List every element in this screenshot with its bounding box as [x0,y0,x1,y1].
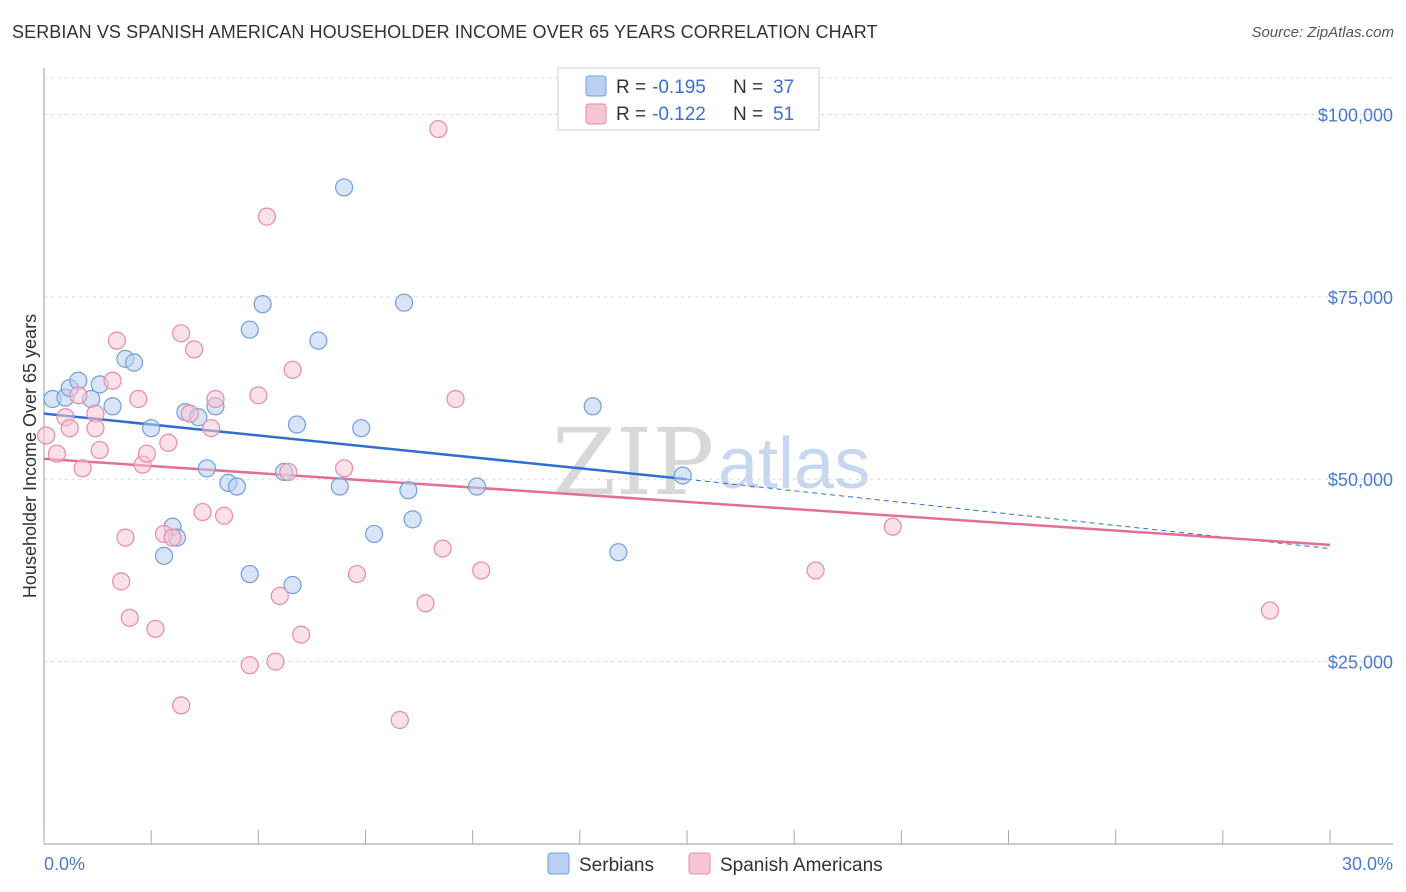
serbians-point [330,477,349,496]
serbians-point [467,477,487,496]
spanish-americans-point [433,539,452,558]
spanish-americans-point [137,444,156,463]
y-tick-label: $100,000 [1318,105,1393,125]
serbians-point [403,510,422,529]
legend-n-label-1: N = [733,77,763,98]
spanish-americans-point [120,608,139,627]
spanish-americans-point [429,119,448,139]
y-tick-labels: $25,000 $50,000 $75,000 $100,000 [1318,105,1393,672]
spanish-americans-point [390,710,409,730]
watermark-atlas: atlas [718,424,870,504]
spanish-americans-point [47,444,66,463]
spanish-americans-point [270,586,289,606]
serbians-point [364,524,384,544]
serbians-point [394,293,414,312]
serbians-point [283,575,302,595]
spanish-americans-point [214,506,234,525]
spanish-americans-point [180,404,199,423]
spanish-americans-point [159,433,178,452]
serbians-point [124,353,144,372]
y-axis-title: Householder Income Over 65 years [20,314,40,598]
legend-bottom-label-serbians: Serbians [579,855,654,876]
chart-title: SERBIAN VS SPANISH AMERICAN HOUSEHOLDER … [12,22,878,42]
spanish-americans-point [90,440,109,460]
spanish-americans-point [249,386,268,405]
spanish-americans-point [86,419,105,438]
spanish-americans-point [163,528,182,547]
serbians-point [352,419,371,438]
spanish-americans-point [107,331,126,350]
spanish-americans-point [240,656,259,675]
legend-r-label-2: R = [616,104,646,125]
y-tick-label: $25,000 [1328,653,1393,673]
legend-n-label-2: N = [733,104,763,125]
spanish-americans-point [73,459,92,478]
serbians-point [142,419,161,438]
spanish-americans-point [172,696,191,715]
spanish-americans-point [103,371,122,390]
spanish-americans-point [116,528,135,547]
legend-n-value-1: 37 [773,77,794,98]
legend-bottom-swatch-spanish [688,852,711,875]
serbians-point [309,331,328,350]
spanish-americans-point [266,652,285,671]
watermark-zip: ZIP [552,409,714,516]
legend-r-value-2: -0.122 [652,104,706,125]
serbians-point [673,466,692,485]
source-label: Source: ZipAtlas.com [1251,24,1394,41]
legend-bottom: Serbians Spanish Americans [547,852,883,876]
spanish-americans-point [146,619,165,638]
serbians-point [240,564,259,584]
serbians-point [287,415,307,434]
spanish-americans-point [129,389,148,409]
x-ticks [43,830,1331,844]
spanish-americans-point [69,386,88,405]
spanish-americans-point [446,389,465,409]
serbians-point [583,397,602,416]
legend-r-label-1: R = [616,77,646,98]
x-tick-label-max: 30.0% [1342,854,1393,874]
legend-n-value-2: 51 [773,104,794,125]
spanish-americans-point [112,572,131,591]
legend-r-value-1: -0.195 [652,77,706,98]
y-tick-label: $50,000 [1328,470,1393,490]
serbians-point [334,178,354,197]
serbians-point [253,295,272,314]
serbians-point [227,477,246,496]
spanish-americans-point [257,207,277,226]
spanish-americans-point [184,340,204,359]
spanish-americans-point [347,564,367,584]
legend-top: R = -0.195 N = 37 R = -0.122 N = 51 [557,67,820,131]
trend-line [43,457,1331,547]
spanish-americans-point [279,462,298,482]
spanish-americans-point [202,419,221,438]
spanish-americans-point [172,324,191,343]
legend-bottom-swatch-serbians [547,852,570,875]
spanish-americans-point [334,459,354,478]
serbians-point [103,397,122,416]
data-points [37,119,1280,730]
spanish-americans-point [1260,601,1280,620]
x-tick-label-min: 0.0% [44,854,85,874]
spanish-americans-point [37,426,56,445]
spanish-americans-point [292,625,311,644]
legend-swatch-spanish [585,103,607,125]
serbians-point [240,320,259,339]
serbians-point [609,543,628,562]
spanish-americans-point [416,594,435,613]
spanish-americans-point [206,389,225,409]
spanish-americans-point [193,502,212,522]
spanish-americans-point [883,517,902,536]
spanish-americans-point [283,360,302,379]
serbians-point [399,481,418,500]
legend-swatch-serbians [585,75,607,97]
serbians-point [154,546,174,565]
spanish-americans-point [472,561,491,580]
spanish-americans-point [60,419,79,438]
spanish-americans-point [806,561,825,580]
serbians-point [197,459,216,478]
legend-bottom-label-spanish: Spanish Americans [720,855,883,876]
y-tick-label: $75,000 [1328,288,1393,308]
